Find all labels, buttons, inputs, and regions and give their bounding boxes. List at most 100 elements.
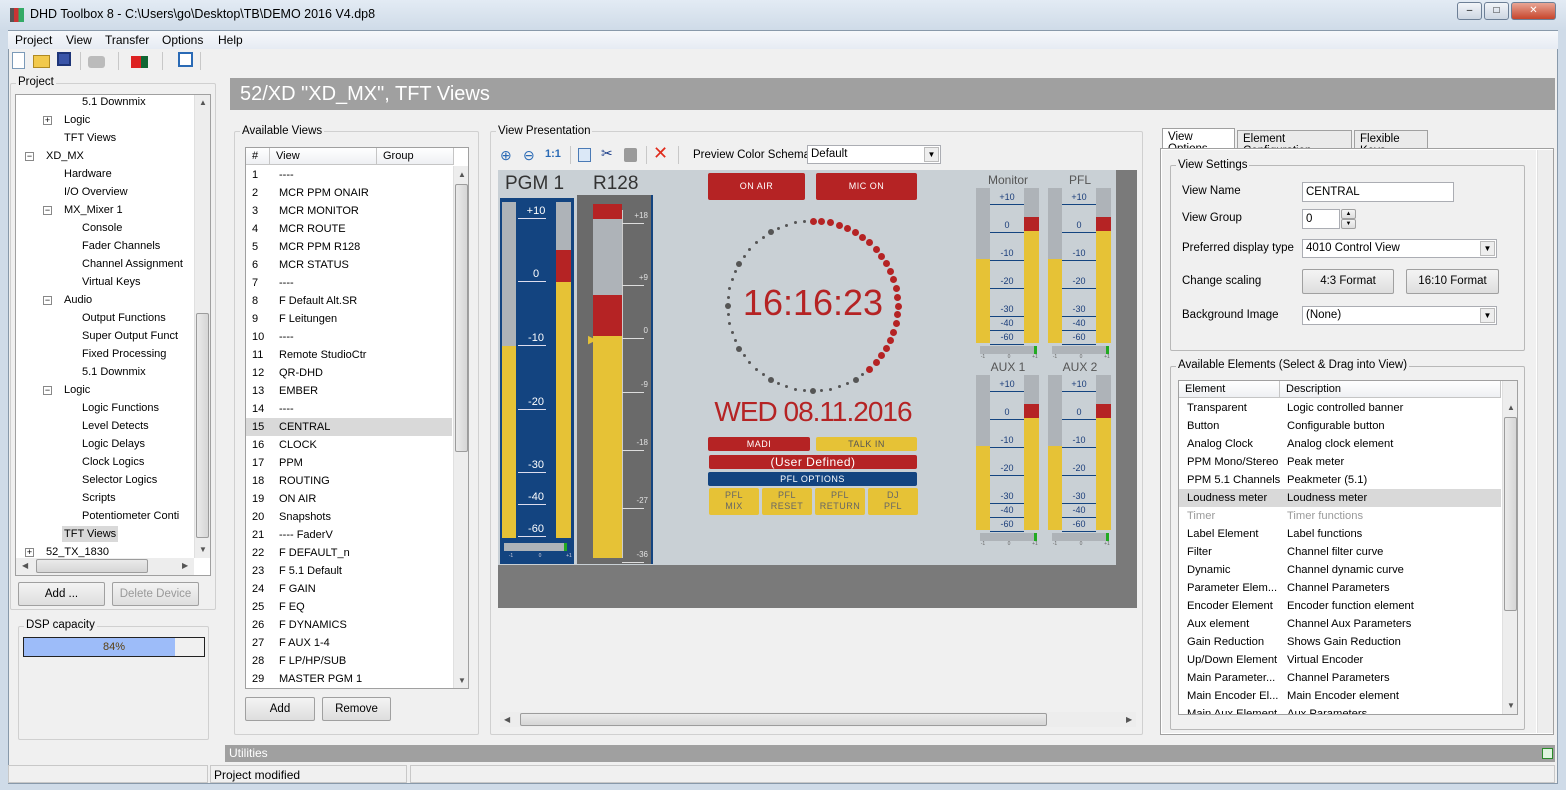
delete-icon[interactable]: ✕ — [653, 143, 669, 163]
list-item[interactable]: Main Encoder El... Main Encoder element — [1179, 687, 1501, 705]
expand-toggle-icon[interactable]: + — [25, 547, 34, 557]
display-type-select[interactable]: 4010 Control View ▼ — [1302, 239, 1497, 258]
tree-item[interactable]: Channel Assignment — [82, 258, 183, 270]
column-header-view[interactable]: View — [270, 148, 377, 165]
zoom-in-icon[interactable]: ⊕ — [500, 147, 512, 163]
table-row[interactable]: 19 ON AIR — [246, 490, 452, 508]
menu-options[interactable]: Options — [162, 33, 204, 47]
tree-item[interactable]: Fixed Processing — [82, 348, 167, 360]
list-item[interactable]: Gain Reduction Shows Gain Reduction — [1179, 633, 1501, 651]
list-item[interactable]: Analog Clock Analog clock element — [1179, 435, 1501, 453]
table-row[interactable]: 25 F EQ — [246, 598, 452, 616]
new-file-icon[interactable] — [12, 52, 25, 69]
table-row[interactable]: 7 ---- — [246, 274, 452, 292]
column-header-element[interactable]: Element — [1179, 381, 1280, 398]
tft-view-canvas[interactable]: PGM 1 R128 +10 0 -10 -20 -30 -40 -60 ▶ +18 +9 0 -9 -18… — [498, 170, 1116, 565]
table-row[interactable]: 2 MCR PPM ONAIR — [246, 184, 452, 202]
tree-vscrollbar[interactable]: ▲ ▼ — [194, 95, 210, 558]
tree-item[interactable]: Virtual Keys — [82, 276, 141, 288]
scroll-left-icon[interactable]: ◀ — [504, 715, 511, 724]
scroll-down-icon[interactable]: ▼ — [1507, 701, 1515, 710]
list-item[interactable]: Dynamic Channel dynamic curve — [1179, 561, 1501, 579]
tree-item[interactable]: Logic — [64, 114, 91, 126]
table-row[interactable]: 14 ---- — [246, 400, 452, 418]
zoom-out-icon[interactable]: ⊖ — [523, 147, 535, 163]
open-folder-icon[interactable] — [33, 55, 50, 68]
list-item[interactable]: Transparent Logic controlled banner — [1179, 399, 1501, 417]
table-row[interactable]: 10 ---- — [246, 328, 452, 346]
table-row[interactable]: 8 F Default Alt.SR — [246, 292, 452, 310]
tree-item[interactable]: Hardware — [64, 168, 112, 180]
scroll-right-icon[interactable]: ▶ — [1126, 715, 1133, 724]
scroll-thumb[interactable] — [455, 184, 468, 452]
tree-item[interactable]: 52_TX_1830 — [46, 546, 109, 558]
tree-item[interactable]: MX_Mixer 1 — [64, 204, 123, 216]
table-row[interactable]: 17 PPM — [246, 454, 452, 472]
user-defined-button[interactable]: (User Defined) — [709, 455, 917, 469]
talk-in-button[interactable]: TALK IN — [816, 437, 917, 451]
table-row[interactable]: 22 F DEFAULT_n — [246, 544, 452, 562]
expand-toggle-icon[interactable]: − — [25, 151, 34, 161]
scroll-right-icon[interactable]: ▶ — [182, 561, 189, 570]
table-row[interactable]: 24 F GAIN — [246, 580, 452, 598]
device-icon[interactable] — [131, 56, 148, 68]
table-row[interactable]: 20 Snapshots — [246, 508, 452, 526]
table-row[interactable]: 29 MASTER PGM 1 — [246, 670, 452, 688]
pfl-button[interactable]: DJ PFL — [868, 488, 918, 515]
tree-item[interactable]: 5.1 Downmix — [82, 96, 146, 108]
list-item[interactable]: Main Parameter... Channel Parameters — [1179, 669, 1501, 687]
elements-vscrollbar[interactable]: ▲ ▼ — [1502, 381, 1517, 714]
add-device-button[interactable]: Add ... — [18, 582, 105, 606]
tab-view-options[interactable]: View Options — [1162, 128, 1235, 155]
minimize-button[interactable]: ‒ — [1457, 2, 1482, 20]
column-header-group[interactable]: Group — [377, 148, 454, 165]
view-icon[interactable] — [178, 52, 193, 67]
elements-list[interactable]: Element Description Transparent Logic con… — [1178, 380, 1518, 715]
paste-icon[interactable] — [624, 148, 637, 162]
list-item[interactable]: Parameter Elem... Channel Parameters — [1179, 579, 1501, 597]
tree-item[interactable]: Selector Logics — [82, 474, 158, 486]
cut-icon[interactable]: ✂ — [601, 145, 613, 161]
tree-item[interactable]: Output Functions — [82, 312, 166, 324]
copy-icon[interactable] — [578, 148, 591, 162]
table-row[interactable]: 15 CENTRAL — [246, 418, 452, 436]
spin-up-button[interactable]: ▲ — [1341, 209, 1356, 219]
tree-item[interactable]: Logic Functions — [82, 402, 160, 414]
expand-toggle-icon[interactable]: − — [43, 385, 52, 395]
table-row[interactable]: 5 MCR PPM R128 — [246, 238, 452, 256]
view-group-input[interactable]: 0 — [1302, 209, 1340, 229]
scroll-thumb[interactable] — [520, 713, 1047, 726]
column-header-number[interactable]: # — [246, 148, 270, 165]
scroll-down-icon[interactable]: ▼ — [199, 545, 207, 554]
table-row[interactable]: 1 ---- — [246, 166, 452, 184]
format-4-3-button[interactable]: 4:3 Format — [1302, 269, 1394, 294]
list-item[interactable]: Aux element Channel Aux Parameters — [1179, 615, 1501, 633]
save-icon[interactable] — [57, 52, 71, 66]
tab-element-configuration[interactable]: Element Configuration — [1237, 130, 1352, 157]
spin-down-button[interactable]: ▼ — [1341, 219, 1356, 229]
table-row[interactable]: 23 F 5.1 Default — [246, 562, 452, 580]
table-row[interactable]: 26 F DYNAMICS — [246, 616, 452, 634]
preview-hscrollbar[interactable]: ◀ ▶ — [500, 712, 1136, 727]
add-view-button[interactable]: Add — [245, 697, 315, 721]
menu-help[interactable]: Help — [218, 33, 243, 47]
table-row[interactable]: 9 F Leitungen — [246, 310, 452, 328]
tree-item[interactable]: Potentiometer Conti — [82, 510, 180, 522]
tree-item[interactable]: I/O Overview — [64, 186, 128, 198]
scroll-thumb[interactable] — [36, 559, 148, 573]
expand-toggle-icon[interactable]: − — [43, 205, 52, 215]
list-item[interactable]: Timer Timer functions — [1179, 507, 1501, 525]
tree-item[interactable]: TFT Views — [64, 132, 117, 144]
scroll-left-icon[interactable]: ◀ — [22, 561, 29, 570]
chevron-down-icon[interactable]: ▼ — [1480, 308, 1495, 323]
view-name-input[interactable]: CENTRAL — [1302, 182, 1454, 202]
maximize-button[interactable]: □ — [1484, 2, 1509, 20]
list-item[interactable]: Loudness meter Loudness meter — [1179, 489, 1501, 507]
list-item[interactable]: PPM 5.1 Channels Peakmeter (5.1) — [1179, 471, 1501, 489]
tree-item[interactable]: Clock Logics — [82, 456, 145, 468]
tree-item[interactable]: XD_MX — [46, 150, 84, 162]
close-button[interactable]: ✕ — [1511, 2, 1556, 20]
tree-item[interactable]: Super Output Funct — [82, 330, 178, 342]
table-row[interactable]: 27 F AUX 1-4 — [246, 634, 452, 652]
pfl-button[interactable]: PFL RETURN — [815, 488, 865, 515]
